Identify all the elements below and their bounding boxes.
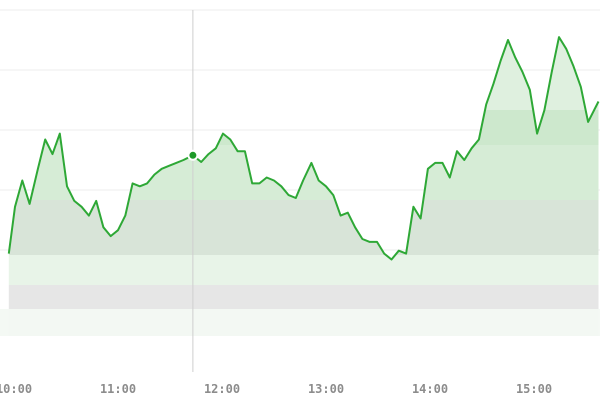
data-point [131,181,135,185]
data-point [294,196,298,200]
data-point [317,179,321,183]
data-point [236,149,240,153]
data-point [542,108,546,112]
data-point [353,225,357,229]
data-point [101,225,105,229]
data-point [339,214,343,218]
data-point [160,167,164,171]
data-point [513,56,517,60]
area-band [8,255,599,285]
data-point [243,149,247,153]
series-line[interactable] [7,36,600,261]
data-point [199,160,203,164]
data-point [382,252,386,256]
data-point [579,85,583,89]
data-point [470,146,474,150]
x-tick-label: 13:00 [308,382,344,396]
data-point [109,234,113,238]
data-point [65,184,69,188]
data-point [214,146,218,150]
data-point [182,158,186,162]
area-band [8,200,599,255]
data-point [250,181,254,185]
data-point [301,179,305,183]
area-band [8,285,599,309]
data-point [287,193,291,197]
hover-marker[interactable] [187,149,199,161]
data-point [397,249,401,253]
data-point [564,47,568,51]
data-point [20,179,24,183]
area-fill [0,37,600,336]
data-point [346,211,350,215]
data-point [221,132,225,136]
data-point [58,132,62,136]
data-point [174,161,178,165]
data-point [309,161,313,165]
x-tick-label: 10:00 [0,382,32,396]
data-point [7,252,11,256]
data-point [152,173,156,177]
x-tick-label: 15:00 [516,382,552,396]
x-tick-label: 11:00 [100,382,136,396]
data-point [36,167,40,171]
data-point [116,228,120,232]
data-point [521,70,525,74]
data-point [28,202,32,206]
data-point [272,179,276,183]
data-point [506,38,510,42]
data-point [484,102,488,106]
data-point [145,181,149,185]
data-point [51,152,55,156]
x-tick-label: 12:00 [204,382,240,396]
data-point [87,214,91,218]
data-point [360,237,364,241]
data-point [419,217,423,221]
area-bands [8,37,599,336]
data-point [586,120,590,124]
data-point [441,161,445,165]
area-band [8,110,599,145]
data-point [390,258,394,262]
data-point [535,132,539,136]
data-point [331,193,335,197]
data-point [43,138,47,142]
data-point [94,199,98,203]
data-point [550,70,554,74]
data-point [462,158,466,162]
data-point [491,82,495,86]
data-point [375,240,379,244]
data-point [455,149,459,153]
data-point [426,167,430,171]
data-point [557,35,561,39]
data-point [228,138,232,142]
data-point [257,181,261,185]
data-point [80,205,84,209]
data-point [411,205,415,209]
data-point [433,161,437,165]
area-band [8,145,599,200]
data-point [528,88,532,92]
data-point [368,240,372,244]
area-band [8,309,599,336]
x-tick-label: 14:00 [412,382,448,396]
data-point [207,152,211,156]
data-point [138,184,142,188]
data-point [279,184,283,188]
data-point [499,59,503,63]
data-point [404,252,408,256]
data-point [72,199,76,203]
data-point [477,138,481,142]
data-point [265,176,269,180]
data-point [167,164,171,168]
data-point [13,205,17,209]
data-point [324,184,328,188]
area-band [8,37,599,110]
data-point [123,214,127,218]
data-point [448,176,452,180]
x-axis-ticks: 10:00 11:00 12:00 13:00 14:00 15:00 [0,382,552,396]
data-point [572,64,576,68]
